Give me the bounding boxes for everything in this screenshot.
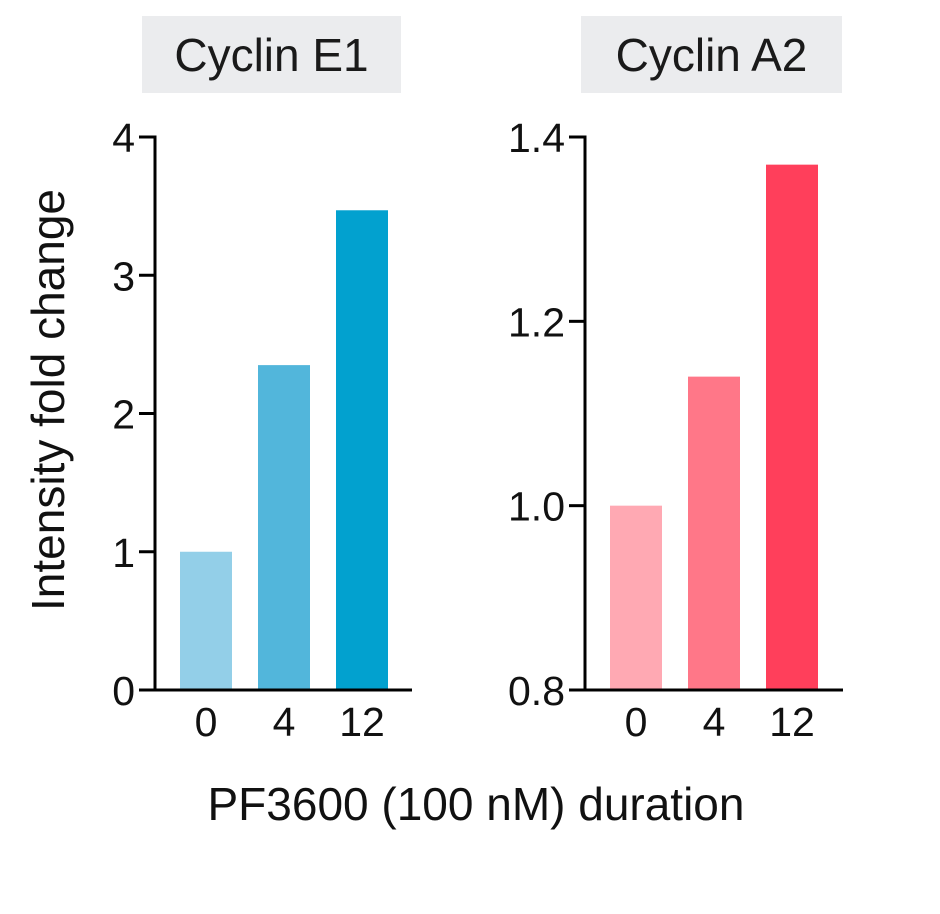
y-axis-label: Intensity fold change bbox=[22, 189, 74, 611]
y-tick-label: 1.0 bbox=[508, 484, 565, 530]
y-tick-label: 0.8 bbox=[508, 668, 565, 714]
y-tick-label: 0 bbox=[112, 668, 135, 714]
y-tick-label: 3 bbox=[112, 253, 135, 299]
panel-title-background bbox=[142, 16, 401, 93]
x-tick-label: 12 bbox=[769, 699, 815, 745]
x-tick-label: 12 bbox=[339, 699, 385, 745]
x-tick-label: 0 bbox=[625, 699, 648, 745]
y-tick-label: 1.4 bbox=[508, 115, 565, 161]
bar-4 bbox=[688, 376, 740, 690]
y-tick-label: 4 bbox=[112, 115, 135, 161]
panel-cyclin-a2: Cyclin A2 0.8 1.0 1.2 1.4 0 4 12 bbox=[508, 16, 843, 745]
panel-title-background bbox=[581, 16, 842, 93]
x-tick-label: 0 bbox=[195, 699, 218, 745]
bar-4 bbox=[258, 365, 310, 690]
bar-0 bbox=[610, 505, 662, 690]
x-tick-label: 4 bbox=[273, 699, 296, 745]
bar-12 bbox=[336, 210, 388, 690]
y-tick-label: 1.2 bbox=[508, 299, 565, 345]
x-axis-label: PF3600 (100 nM) duration bbox=[208, 778, 745, 830]
bar-0 bbox=[180, 551, 232, 690]
panel-title: Cyclin A2 bbox=[616, 29, 808, 81]
panel-title: Cyclin E1 bbox=[174, 29, 368, 81]
y-tick-label: 2 bbox=[112, 392, 135, 438]
x-tick-label: 4 bbox=[703, 699, 726, 745]
bar-12 bbox=[766, 164, 818, 690]
y-tick-label: 1 bbox=[112, 530, 135, 576]
